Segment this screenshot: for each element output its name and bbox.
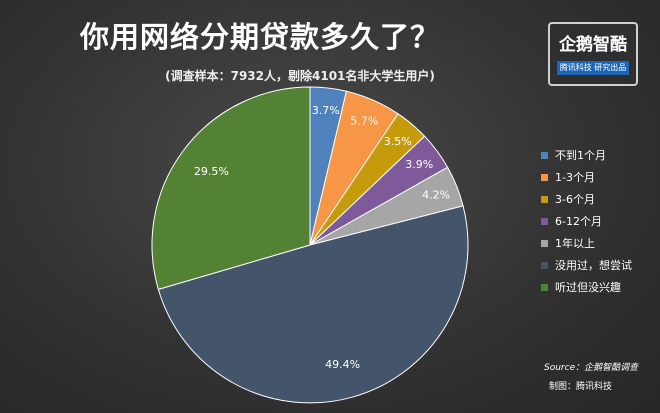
legend-label: 6-12个月: [555, 215, 602, 228]
legend-swatch: [541, 151, 548, 159]
slice-label-5: 49.4%: [325, 358, 360, 371]
slice-label-3: 3.9%: [405, 158, 433, 171]
pie-slice-6: [151, 86, 311, 290]
chart-legend: 不到1个月 1-3个月 3-6个月 6-12个月 1年以上没用过，想尝试 听过但没兴趣: [541, 144, 632, 298]
slice-label-0: 3.7%: [312, 104, 340, 117]
slice-label-1: 5.7%: [350, 115, 378, 128]
legend-label: 不到1个月: [555, 149, 606, 162]
legend-label: 1-3个月: [555, 171, 595, 184]
brand-logo: 企鹅智酷 腾讯科技 研究出品: [548, 22, 638, 86]
legend-swatch: [541, 195, 548, 203]
legend-item-5: 没用过，想尝试: [541, 254, 632, 276]
legend-item-1: 1-3个月: [541, 166, 632, 188]
slice-label-2: 3.5%: [384, 135, 412, 148]
logo-name: 企鹅智酷: [559, 35, 627, 55]
logo-tagline: 腾讯科技 研究出品: [557, 61, 629, 75]
legend-swatch: [541, 283, 548, 291]
legend-swatch: [541, 261, 548, 269]
legend-item-4: 1年以上: [541, 232, 632, 254]
legend-item-0: 不到1个月: [541, 144, 632, 166]
pie-slice-5: [157, 205, 469, 404]
legend-item-6: 听过但没兴趣: [541, 276, 632, 298]
legend-swatch: [541, 239, 548, 247]
legend-label: 1年以上: [555, 237, 595, 250]
legend-swatch: [541, 217, 548, 225]
source-note: Source：企鹅智酷调查: [544, 363, 639, 373]
maker-note: 制图：腾讯科技: [549, 382, 613, 392]
legend-swatch: [541, 173, 548, 181]
chart-title: 你用网络分期贷款多久了？: [79, 20, 440, 54]
legend-item-3: 6-12个月: [541, 210, 632, 232]
legend-label: 没用过，想尝试: [555, 259, 632, 272]
slice-label-4: 4.2%: [422, 188, 450, 201]
chart-subtitle: (调查样本：7932人，剔除4101名非大学生用户): [165, 69, 435, 83]
legend-label: 听过但没兴趣: [555, 281, 621, 294]
legend-item-2: 3-6个月: [541, 188, 632, 210]
slice-label-6: 29.5%: [194, 165, 229, 178]
legend-label: 3-6个月: [555, 193, 595, 206]
